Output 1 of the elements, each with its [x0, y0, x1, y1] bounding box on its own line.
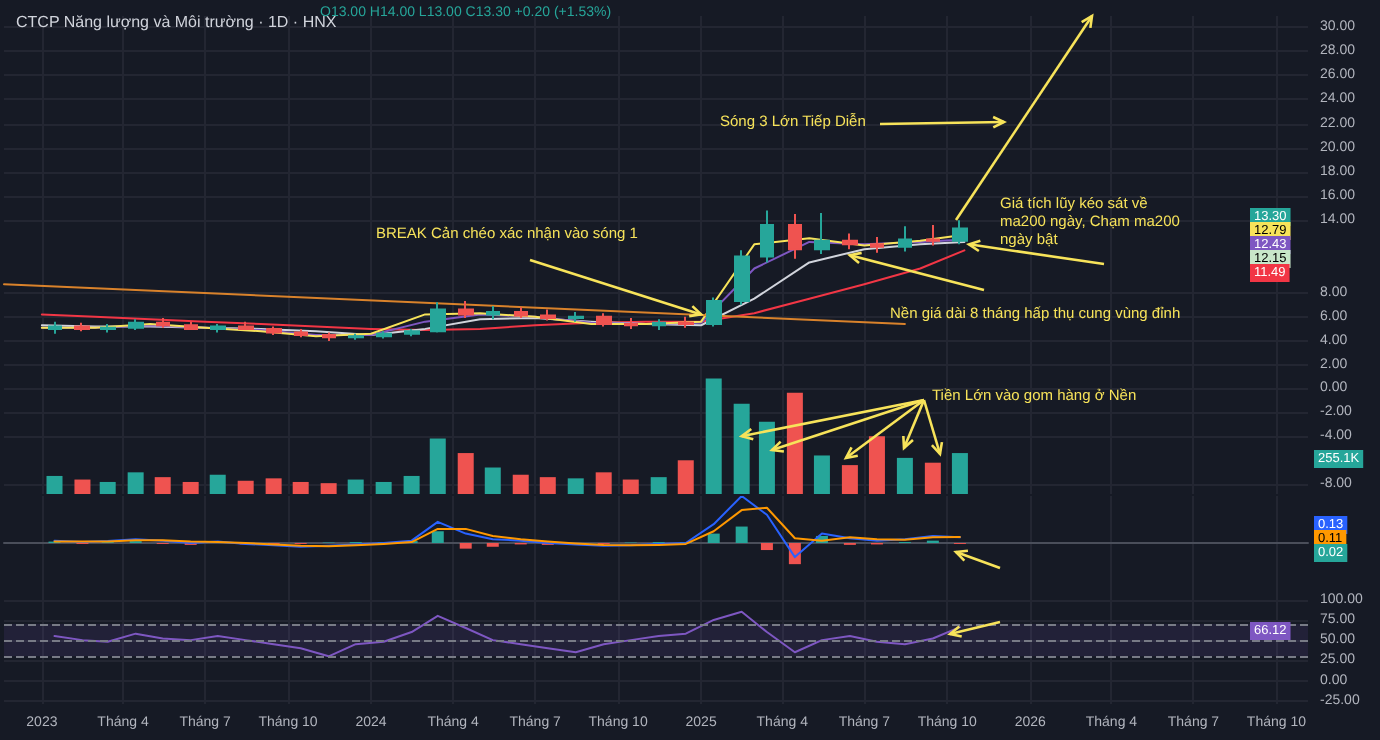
chart-title: CTCP Năng lượng và Môi trường · 1D · HNX	[16, 13, 338, 31]
